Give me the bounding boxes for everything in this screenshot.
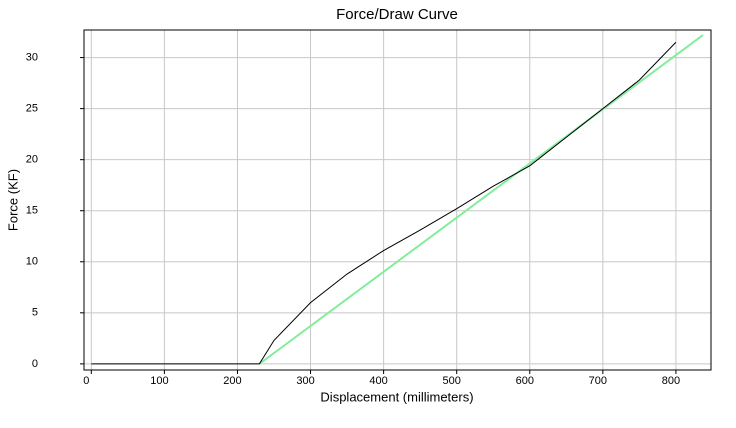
- chart-title: Force/Draw Curve: [336, 6, 458, 23]
- x-tick-label: 500: [443, 375, 461, 387]
- y-tick-label: 5: [32, 307, 38, 319]
- x-tick-label: 300: [296, 375, 314, 387]
- x-tick-label: 200: [223, 375, 241, 387]
- x-tick-label: 400: [369, 375, 387, 387]
- y-axis-label: Force (KF): [5, 169, 20, 231]
- y-tick-label: 15: [26, 205, 38, 217]
- x-tick-label: 800: [662, 375, 680, 387]
- x-tick-label: 600: [516, 375, 534, 387]
- y-tick-label: 10: [26, 256, 38, 268]
- y-tick-label: 25: [26, 103, 38, 115]
- x-tick-label: 100: [150, 375, 168, 387]
- y-tick-label: 20: [26, 154, 38, 166]
- x-tick-label: 0: [83, 375, 89, 387]
- y-tick-label: 30: [26, 51, 38, 63]
- data-line: [258, 34, 704, 365]
- x-axis-label: Displacement (millimeters): [320, 389, 473, 404]
- y-tick-label: 0: [32, 358, 38, 370]
- plot-frame: [83, 29, 712, 371]
- data-line: [91, 41, 677, 365]
- x-tick-label: 700: [589, 375, 607, 387]
